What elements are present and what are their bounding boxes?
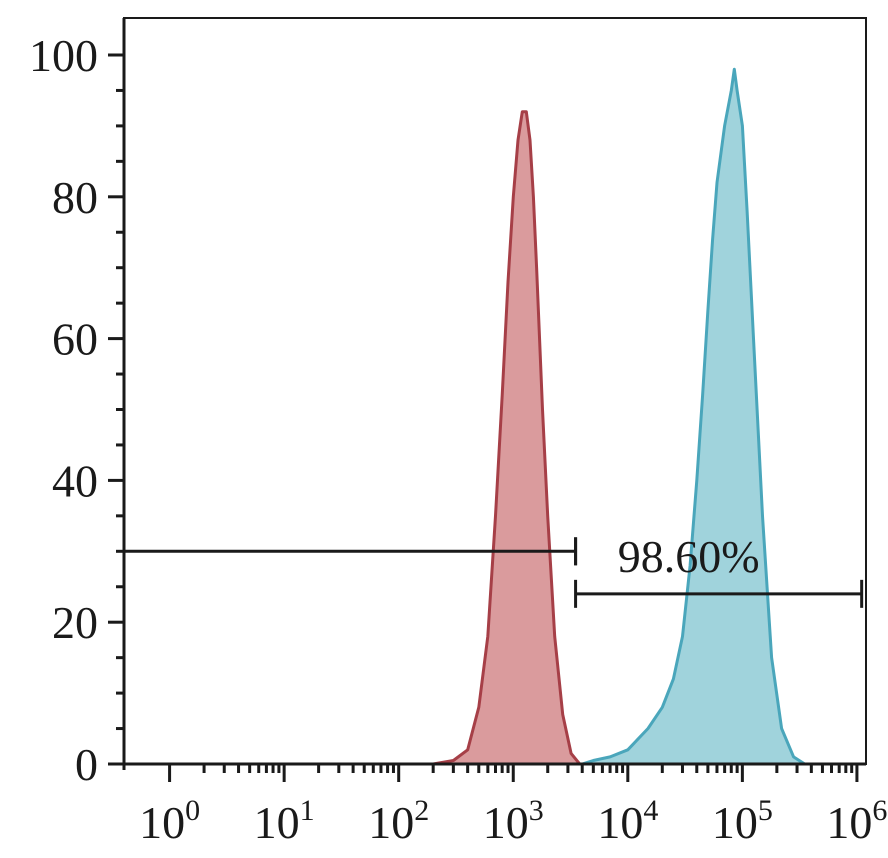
x-tick-label: 106 (826, 794, 887, 848)
y-tick-label: 40 (52, 455, 98, 506)
series-layer (431, 67, 807, 766)
gate-percentage-label: 98.60% (618, 531, 760, 582)
y-tick-label: 20 (52, 597, 98, 648)
x-tick-label: 104 (597, 794, 658, 848)
x-tick-label: 100 (139, 794, 200, 848)
axes-layer: 0 20 40 60 80 100 100 101 102 103 104 105 106 (29, 18, 887, 848)
x-tick-label: 105 (712, 794, 773, 848)
y-tick-label: 0 (75, 739, 98, 790)
x-tick-label: 101 (254, 794, 315, 848)
x-tick-label: 103 (483, 794, 544, 848)
plot-area: 98.60% (123, 17, 867, 766)
histogram-red (431, 110, 582, 766)
y-tick-label: 60 (52, 314, 98, 365)
gate-layer: 98.60% (124, 531, 864, 608)
y-tick-label: 80 (52, 172, 98, 223)
x-tick-label: 102 (368, 794, 429, 848)
histogram-blue (580, 67, 807, 766)
y-tick-label: 100 (29, 30, 98, 81)
